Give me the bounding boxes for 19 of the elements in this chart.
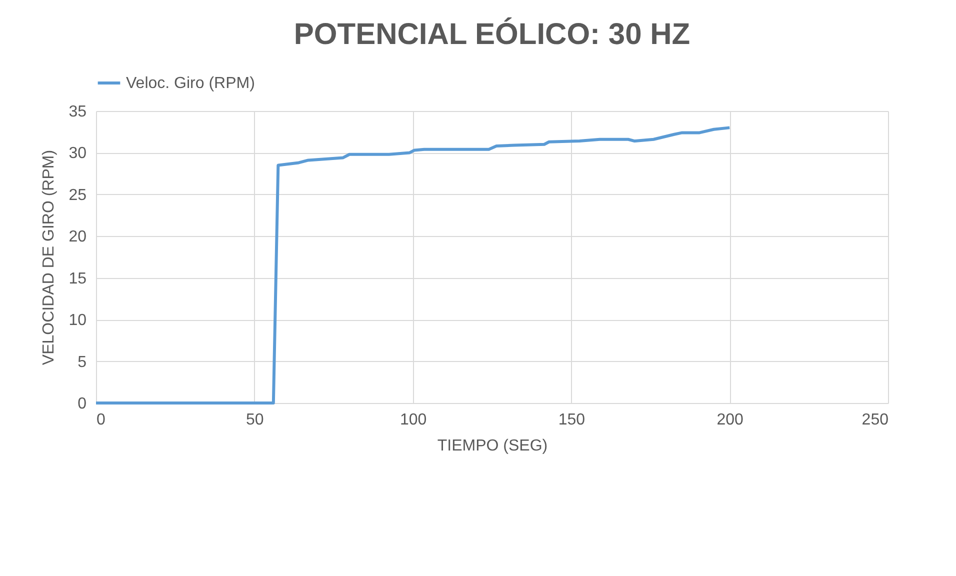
x-tick-label: 100 — [400, 412, 427, 428]
x-axis-title: TIEMPO (SEG) — [437, 438, 548, 454]
line-series — [94, 126, 732, 404]
y-tick-label: 15 — [68, 270, 87, 288]
x-tick-label: 150 — [558, 412, 586, 428]
y-tick-label: 35 — [68, 104, 87, 120]
y-tick-label: 5 — [78, 354, 87, 371]
y-tick-label: 10 — [68, 312, 87, 330]
legend-label: Veloc. Giro (RPM) — [126, 75, 255, 92]
y-tick-label: 30 — [68, 145, 87, 162]
x-tick-label: 200 — [716, 412, 744, 428]
y-tick-label: 20 — [68, 228, 87, 246]
chart-title: POTENCIAL EÓLICO: 30 HZ — [294, 17, 690, 51]
y-tick-label: 25 — [68, 186, 87, 204]
x-tick-label: 0 — [96, 412, 106, 428]
x-tick-label: 250 — [862, 412, 889, 428]
y-axis-title: VELOCIDAD DE GIRO (RPM) — [40, 150, 58, 366]
y-tick-label: 0 — [78, 396, 87, 412]
x-tick-label: 50 — [246, 412, 264, 428]
